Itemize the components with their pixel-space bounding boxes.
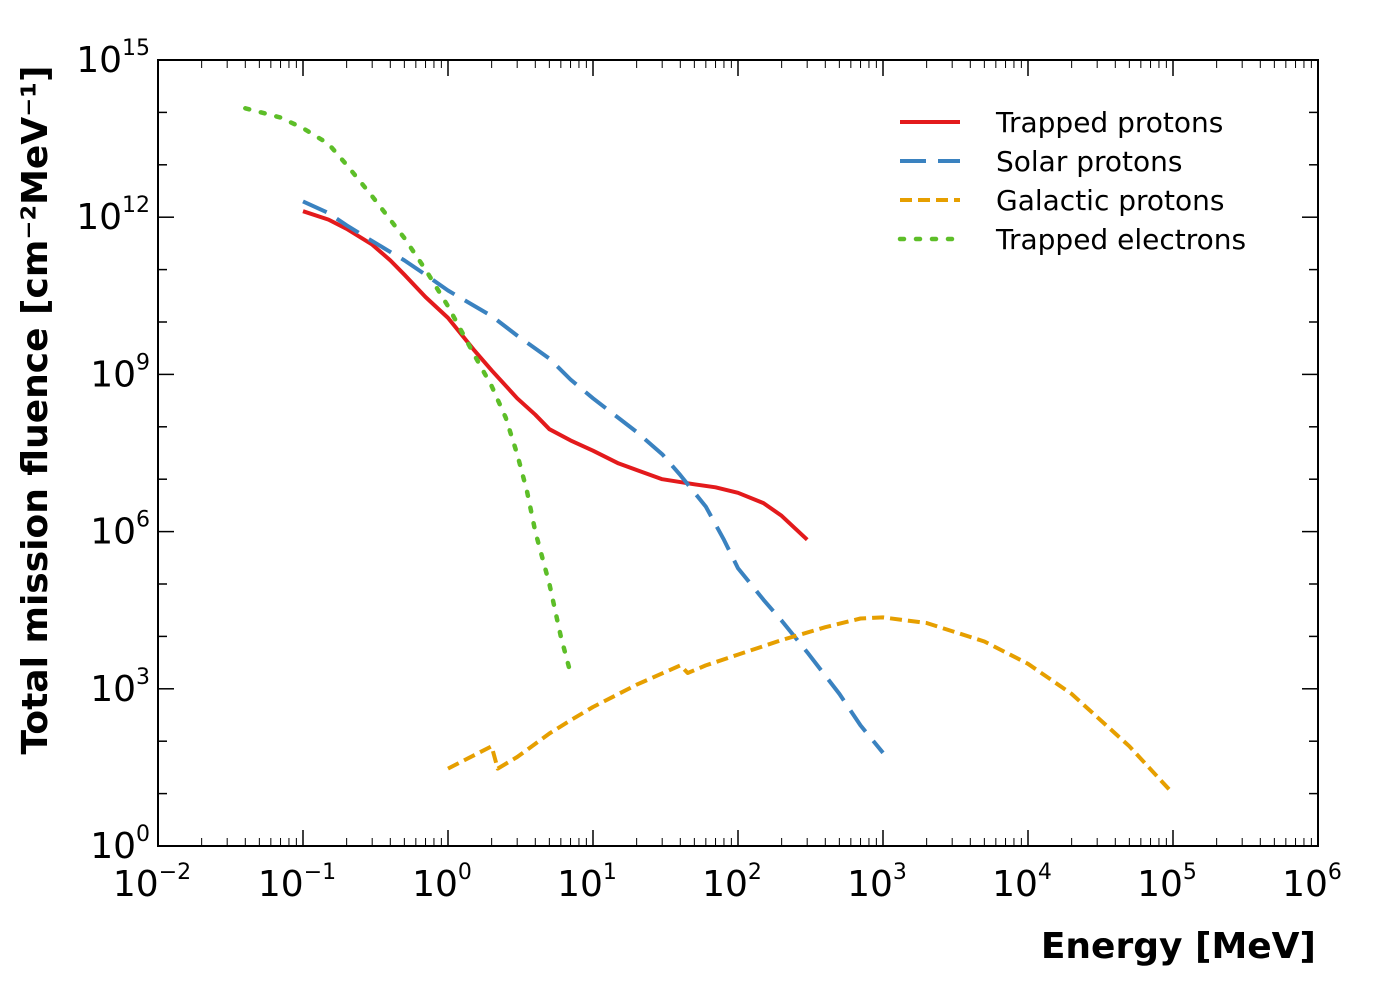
legend-label: Trapped electrons <box>995 223 1246 256</box>
x-tick-label: 103 <box>847 860 907 905</box>
y-tick-labels: 100 103 106 109 1012 1015 <box>76 36 150 867</box>
legend: Trapped protons Solar protons Galactic pro… <box>897 106 1246 256</box>
legend-label: Trapped protons <box>995 106 1223 139</box>
series-line <box>243 106 573 676</box>
y-axis-title-group: Total mission fluence [cm⁻²MeV⁻¹] <box>15 66 56 755</box>
x-tick-label: 106 <box>1282 860 1342 905</box>
y-axis-title: Total mission fluence [cm⁻²MeV⁻¹] <box>15 66 56 755</box>
x-tick-label: 104 <box>992 860 1052 905</box>
x-tick-label: 10−1 <box>258 860 336 905</box>
y-tick-label: 100 <box>90 822 150 867</box>
y-tick-label: 1012 <box>76 193 150 238</box>
series-line <box>302 209 809 542</box>
y-tick-label: 109 <box>90 350 150 395</box>
y-tick-label: 106 <box>90 508 150 553</box>
x-tick-labels: 10−2 10−1 100 101 102 103 104 105 106 <box>113 860 1342 905</box>
x-tick-label: 101 <box>557 860 617 905</box>
y-tick-label: 1015 <box>76 36 150 81</box>
minor-ticks <box>201 60 1312 846</box>
x-axis-title: Energy [MeV] <box>1041 926 1316 967</box>
x-tick-label: 100 <box>412 860 472 905</box>
x-tick-label: 10−2 <box>113 860 191 905</box>
major-ticks <box>157 59 1319 847</box>
legend-label: Solar protons <box>996 145 1183 178</box>
series-line <box>302 199 885 755</box>
legend-label: Galactic protons <box>996 184 1224 217</box>
x-tick-label: 102 <box>702 860 762 905</box>
series-lines <box>243 106 1175 795</box>
x-tick-label: 105 <box>1137 860 1197 905</box>
series-line <box>447 615 1175 795</box>
y-tick-label: 103 <box>90 665 150 710</box>
